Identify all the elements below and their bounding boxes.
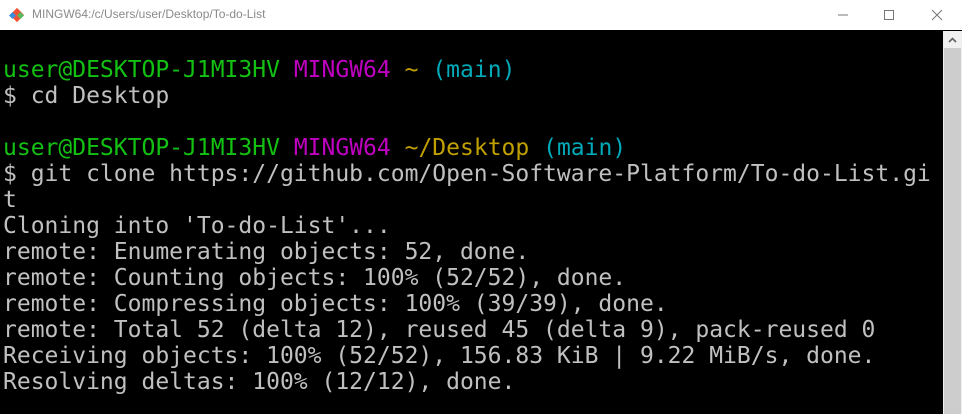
output-line: Resolving deltas: 100% (12/12), done. [3, 369, 516, 395]
system-name: MINGW64 [293, 135, 391, 161]
title-bar: MINGW64:/c/Users/user/Desktop/To-do-List [0, 0, 962, 30]
user-host: user@DESKTOP-J1MI3HV [3, 135, 280, 161]
current-path: ~ [404, 57, 419, 83]
git-branch: (main) [432, 57, 516, 83]
terminal-output[interactable]: user@DESKTOP-J1MI3HV MINGW64 ~ (main) $ … [0, 31, 943, 414]
output-line: remote: Compressing objects: 100% (39/39… [3, 291, 668, 317]
output-line: remote: Counting objects: 100% (52/52), … [3, 265, 627, 291]
vertical-scrollbar[interactable] [943, 31, 962, 414]
command-line: $ cd Desktop [3, 83, 170, 109]
blank-line [0, 109, 943, 135]
minimize-icon [838, 14, 848, 16]
window-title: MINGW64:/c/Users/user/Desktop/To-do-List [32, 7, 266, 21]
output-line: Receiving objects: 100% (52/52), 156.83 … [3, 343, 876, 369]
close-button[interactable] [912, 0, 962, 30]
command-line: $ git clone https://github.com/Open-Soft… [3, 161, 931, 187]
output-line: Cloning into 'To-do-List'... [3, 213, 391, 239]
chevron-up-icon [948, 36, 957, 43]
current-path: ~/Desktop [404, 135, 530, 161]
output-line: remote: Enumerating objects: 52, done. [3, 239, 530, 265]
user-host: user@DESKTOP-J1MI3HV [3, 57, 280, 83]
maximize-button[interactable] [866, 0, 912, 30]
git-bash-icon [9, 7, 25, 23]
close-icon [931, 9, 943, 21]
git-branch: (main) [543, 135, 627, 161]
prompt-line: user@DESKTOP-J1MI3HV MINGW64 ~ (main) [0, 57, 943, 83]
scroll-up-button[interactable] [943, 31, 962, 48]
minimize-button[interactable] [820, 0, 866, 30]
maximize-icon [884, 10, 894, 20]
prompt-line: user@DESKTOP-J1MI3HV MINGW64 ~/Desktop (… [0, 135, 943, 161]
system-name: MINGW64 [293, 57, 391, 83]
command-line-wrap: t [3, 187, 17, 213]
blank-line [0, 31, 943, 57]
output-line: remote: Total 52 (delta 12), reused 45 (… [3, 317, 876, 343]
scrollbar-thumb[interactable] [944, 48, 961, 414]
